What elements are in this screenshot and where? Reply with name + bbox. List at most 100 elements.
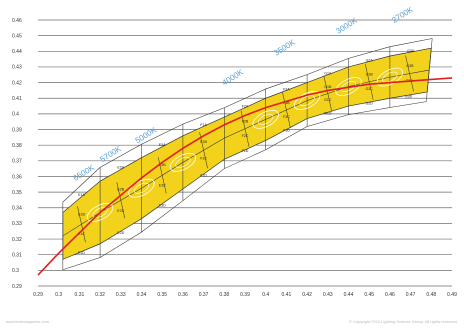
bin-label-10: E3C [159, 183, 166, 187]
y-tick-labels: 0.29 0.3 0.31 0.32 0.33 0.34 0.35 0.36 0.37 0.38 0… [12, 18, 22, 290]
x-tick-label-12: 0.41 [282, 292, 292, 298]
ellipse-outer-4 [293, 91, 321, 111]
bin-label-9: E3B [159, 163, 166, 167]
bin-label-23: F3D [283, 129, 290, 133]
ellipse-outer-1 [128, 178, 155, 198]
x-tick-label-10: 0.39 [240, 292, 250, 298]
cct-label-0: 6500K [72, 163, 97, 183]
bin-label-24: G1A [324, 72, 332, 76]
y-tick-label-1: 0.3 [12, 268, 19, 274]
x-tick-label-20: 0.49 [447, 292, 457, 298]
bin-rail-1 [62, 69, 430, 237]
x-tick-label-1: 0.3 [55, 292, 62, 298]
x-tick-label-18: 0.47 [406, 292, 416, 298]
footer-right-text: © Copyright 2010 Lighting Science Group.… [348, 319, 458, 324]
ellipse-inner-2 [175, 156, 191, 168]
bin-label-27: G1D [324, 111, 332, 115]
x-tick-label-8: 0.37 [199, 292, 209, 298]
bin-rail-2 [62, 101, 427, 270]
cct-label-6: 2700K [390, 5, 415, 25]
bin-label-13: F1B [200, 140, 207, 144]
x-tick-label-5: 0.34 [137, 292, 147, 298]
cct-label-3: 4000K [221, 67, 246, 87]
bin-label-7: E2D [117, 231, 124, 235]
x-tick-label-9: 0.38 [219, 292, 229, 298]
ellipse-inner-0 [92, 207, 108, 218]
bin-label-0: E1A [78, 193, 85, 197]
bin-label-8: E3A [159, 143, 166, 147]
y-tick-label-14: 0.43 [12, 65, 22, 71]
bin-label-25: G1B [324, 85, 332, 89]
y-tick-label-16: 0.45 [12, 33, 22, 39]
bin-label-15: F1D [200, 174, 207, 178]
ellipse-inner-6 [382, 71, 398, 83]
bin-label-5: E2B [117, 187, 124, 191]
y-tick-label-6: 0.35 [12, 190, 22, 196]
bin-label-32: G3A [407, 49, 415, 53]
footer-left-text: www.ledsmagazine.com [6, 319, 49, 324]
y-tick-label-4: 0.33 [12, 221, 22, 227]
ellipse-outer-0 [86, 203, 114, 222]
bin-label-31: G2D [366, 101, 374, 105]
ellipse-outer-2 [169, 152, 197, 172]
x-tick-label-2: 0.31 [75, 292, 85, 298]
bin-label-22: F3C [283, 115, 290, 119]
y-tick-label-12: 0.41 [12, 96, 22, 102]
planckian-locus [37, 77, 453, 276]
bin-label-21: F3B [283, 101, 290, 105]
y-tick-label-10: 0.39 [12, 127, 22, 133]
y-tick-label-17: 0.46 [12, 18, 22, 24]
bin-rail-0 [62, 38, 433, 203]
y-tick-label-15: 0.44 [12, 49, 22, 55]
x-tick-label-13: 0.42 [302, 292, 312, 298]
ellipse-inner-4 [299, 95, 315, 107]
x-tick-label-7: 0.36 [178, 292, 188, 298]
bin-label-17: F2B [242, 119, 249, 123]
y-tick-label-2: 0.31 [12, 253, 22, 259]
bin-label-28: G2A [366, 58, 374, 62]
bin-label-29: G2B [366, 73, 374, 77]
y-tick-label-11: 0.4 [12, 112, 19, 118]
x-tick-label-0: 0.29 [33, 292, 43, 298]
bin-label-33: G3B [406, 64, 414, 68]
y-tick-label-13: 0.42 [12, 80, 22, 86]
ellipse-outer-5 [335, 77, 362, 96]
bin-label-14: F1C [200, 157, 207, 161]
ellipse-inner-1 [133, 182, 150, 194]
bin-label-4: E2A [117, 166, 124, 170]
x-tick-label-14: 0.43 [323, 292, 333, 298]
x-tick-label-4: 0.33 [116, 292, 126, 298]
ellipse-inner-5 [340, 81, 357, 92]
x-tick-label-15: 0.44 [344, 292, 354, 298]
ellipse-inner-3 [258, 113, 274, 125]
bin-label-19: F2D [242, 149, 249, 153]
bin-label-6: E2C [117, 209, 124, 213]
y-tick-label-0: 0.29 [12, 284, 22, 290]
ellipse-outer-3 [252, 109, 279, 129]
x-tick-labels: 0.29 0.3 0.31 0.32 0.33 0.34 0.35 0.36 0.37 0.38 0… [33, 292, 457, 298]
bin-label-30: G2C [366, 87, 374, 91]
bin-label-1: E1B [78, 213, 85, 217]
x-tick-label-6: 0.35 [157, 292, 167, 298]
y-tick-label-8: 0.37 [12, 159, 22, 165]
cct-label-4: 3500K [272, 37, 297, 57]
bin-label-3: E1D [78, 251, 85, 255]
y-tick-label-9: 0.38 [12, 143, 22, 149]
macadam-ellipses [86, 67, 404, 222]
cct-label-5: 3000K [334, 16, 359, 36]
x-tick-label-3: 0.32 [95, 292, 105, 298]
x-tick-label-16: 0.45 [364, 292, 374, 298]
bin-label-12: F1A [200, 123, 207, 127]
y-tick-label-5: 0.34 [12, 206, 22, 212]
bin-label-11: E3D [159, 204, 166, 208]
bin-label-16: F2A [242, 104, 249, 108]
planckian-locus-line [37, 77, 453, 276]
x-tick-label-11: 0.4 [262, 292, 269, 298]
x-tick-label-19: 0.48 [426, 292, 436, 298]
bin-quadrangles: E1A E1B E1C E1D E2A E2B E2C E2D E3A E3B E3C E3D F1A F… [62, 38, 433, 270]
bin-label-26: G1C [324, 98, 332, 102]
bin-label-20: F3A [283, 87, 290, 91]
y-tick-label-7: 0.36 [12, 174, 22, 180]
bin-label-18: F2C [242, 134, 249, 138]
